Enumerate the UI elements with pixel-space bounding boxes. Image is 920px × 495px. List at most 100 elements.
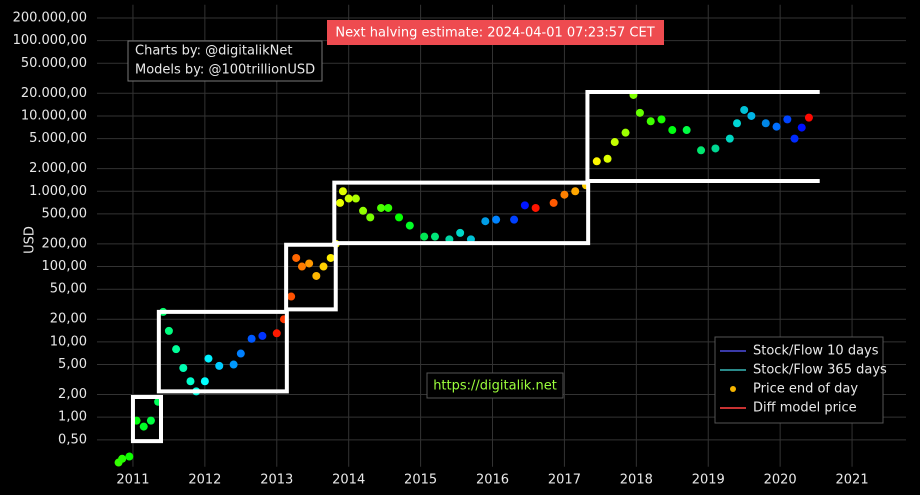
x-tick-label: 2011 xyxy=(116,473,149,488)
halving-annotation: Next halving estimate: 2024-04-01 07:23:… xyxy=(335,26,654,41)
cycle-box xyxy=(284,242,338,312)
x-tick-label: 2016 xyxy=(476,473,509,488)
price-point xyxy=(215,361,224,370)
price-point xyxy=(797,123,806,132)
y-tick-label: 5,00 xyxy=(58,357,87,372)
x-tick-label: 2017 xyxy=(548,473,581,488)
price-point xyxy=(229,360,238,369)
price-point xyxy=(635,108,644,117)
price-point xyxy=(682,126,691,135)
cycle-box xyxy=(156,309,289,394)
price-point xyxy=(790,134,799,143)
price-point xyxy=(430,232,439,241)
price-point xyxy=(338,187,347,196)
price-point xyxy=(125,452,134,461)
legend: Stock/Flow 10 days Stock/Flow 365 days Pri… xyxy=(714,336,887,424)
price-point xyxy=(351,194,360,203)
price-point xyxy=(377,203,386,212)
y-tick-label: 20.000,00 xyxy=(21,86,87,101)
y-tick-label: 1.000,00 xyxy=(29,184,87,199)
price-point xyxy=(733,119,742,128)
x-tick-label: 2020 xyxy=(764,473,797,488)
price-point xyxy=(204,354,213,363)
price-point xyxy=(510,215,519,224)
price-point xyxy=(711,144,720,153)
y-tick-label: 50,00 xyxy=(50,282,87,297)
price-point xyxy=(646,117,655,126)
y-tick-label: 1,00 xyxy=(58,410,87,425)
price-point xyxy=(610,138,619,147)
y-tick-label: 10.000,00 xyxy=(21,108,87,123)
price-point xyxy=(179,363,188,372)
price-point xyxy=(312,271,321,280)
y-tick-label: 200,00 xyxy=(42,236,88,251)
price-point xyxy=(761,119,770,128)
url: https://digitalik.net xyxy=(433,379,557,394)
cycle-box xyxy=(585,89,820,183)
legend-label: Stock/Flow 365 days xyxy=(753,363,887,378)
x-tick-label: 2014 xyxy=(332,473,365,488)
x-tick-label: 2013 xyxy=(260,473,293,488)
price-point xyxy=(592,157,601,166)
x-tick-label: 2018 xyxy=(620,473,653,488)
price-point xyxy=(164,326,173,335)
legend-label: Diff model price xyxy=(753,401,857,416)
price-point xyxy=(549,198,558,207)
price-point xyxy=(560,190,569,199)
x-tick-label: 2012 xyxy=(188,473,221,488)
legend-label: Stock/Flow 10 days xyxy=(753,344,879,359)
price-point xyxy=(395,213,404,222)
price-point xyxy=(359,206,368,215)
price-point xyxy=(118,454,127,463)
price-point xyxy=(384,203,393,212)
price-point xyxy=(292,253,301,262)
legend-symbol xyxy=(730,386,736,392)
price-point xyxy=(405,221,414,230)
price-point xyxy=(621,128,630,137)
price-point xyxy=(603,154,612,163)
price-point xyxy=(772,122,781,131)
y-tick-label: 100.000,00 xyxy=(13,33,87,48)
price-point xyxy=(272,329,281,338)
legend-label: Price end of day xyxy=(753,382,858,397)
price-point xyxy=(420,232,429,241)
price-point xyxy=(740,105,749,114)
y-tick-label: 2.000,00 xyxy=(29,161,87,176)
credits-box xyxy=(127,40,323,82)
y-tick-label: 100,00 xyxy=(42,259,88,274)
credit-line: Charts by: @digitalikNet xyxy=(135,44,293,59)
price-point xyxy=(804,113,813,122)
y-tick-label: 2,00 xyxy=(58,387,87,402)
price-point xyxy=(747,111,756,120)
x-tick-label: 2015 xyxy=(404,473,437,488)
price-point xyxy=(200,377,209,386)
price-point xyxy=(657,115,666,124)
price-point xyxy=(172,345,181,354)
price-point xyxy=(481,217,490,226)
url-box xyxy=(426,372,564,399)
y-axis-label: USD xyxy=(23,226,38,254)
credit-line: Models by: @100trillionUSD xyxy=(135,63,315,78)
price-point xyxy=(697,146,706,155)
y-tick-label: 5.000,00 xyxy=(29,131,87,146)
price-point xyxy=(668,126,677,135)
price-point xyxy=(783,115,792,124)
price-point xyxy=(297,262,306,271)
y-tick-label: 500,00 xyxy=(42,206,88,221)
price-point xyxy=(186,377,195,386)
cycle-box xyxy=(332,180,591,246)
price-point xyxy=(305,259,314,268)
price-point xyxy=(571,187,580,196)
price-point xyxy=(319,262,328,271)
price-point xyxy=(287,292,296,301)
y-tick-label: 10,00 xyxy=(50,334,87,349)
price-point xyxy=(492,215,501,224)
y-tick-label: 0,50 xyxy=(58,432,87,447)
price-point xyxy=(236,349,245,358)
price-point xyxy=(336,198,345,207)
price-point xyxy=(139,422,148,431)
halving-box xyxy=(327,20,664,45)
price-point xyxy=(146,416,155,425)
price-point xyxy=(531,203,540,212)
